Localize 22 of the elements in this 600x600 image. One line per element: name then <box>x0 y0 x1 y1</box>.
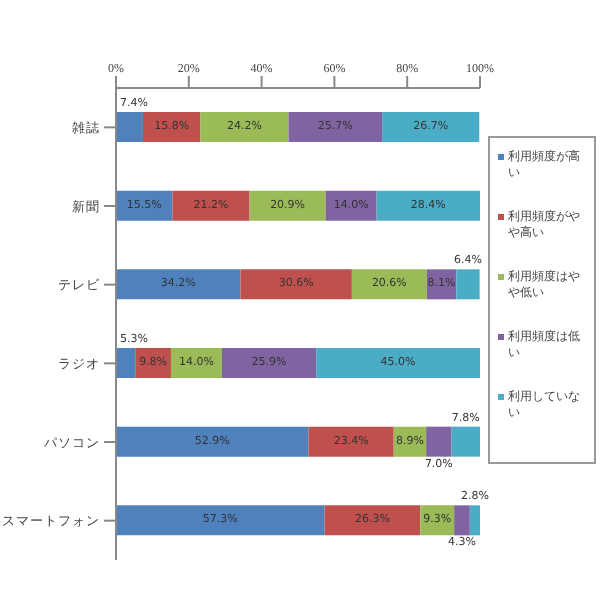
bar <box>116 348 136 378</box>
bar <box>240 269 352 300</box>
bar <box>116 112 143 142</box>
bar <box>324 505 421 536</box>
bar <box>116 505 325 536</box>
bar <box>200 112 289 142</box>
bar <box>376 190 480 221</box>
bar <box>308 426 394 457</box>
bar <box>382 112 480 142</box>
bar <box>451 426 480 457</box>
bar <box>469 505 480 536</box>
bar <box>172 190 250 221</box>
bar <box>221 348 317 378</box>
bar <box>456 269 480 300</box>
bar <box>316 348 480 378</box>
bar <box>351 269 427 300</box>
bar <box>116 269 241 300</box>
bar <box>116 426 309 457</box>
bar <box>426 426 452 457</box>
bar <box>288 112 383 142</box>
bar <box>454 505 470 536</box>
bar <box>249 190 326 221</box>
